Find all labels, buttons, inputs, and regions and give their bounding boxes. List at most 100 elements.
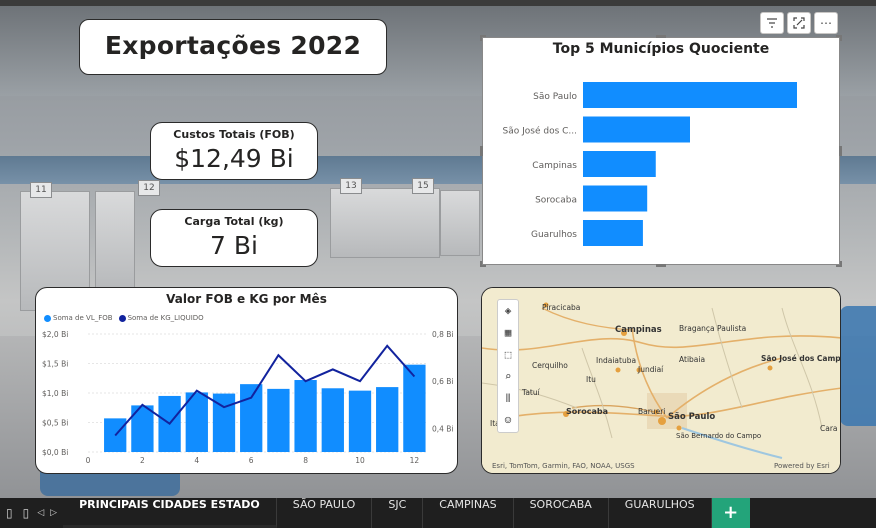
series-line	[114, 344, 416, 437]
resize-handle[interactable]	[656, 35, 666, 38]
fob-kg-monthly-chart[interactable]: Valor FOB e KG por Mês Soma de VL_FOB So…	[35, 287, 458, 474]
resize-corner[interactable]	[836, 35, 842, 41]
bar	[376, 387, 399, 452]
kpi-label: Custos Totais (FOB)	[173, 128, 295, 141]
y-right-tick: 0,8 Bi	[432, 330, 454, 339]
map-label: Sorocaba	[566, 407, 608, 416]
map-label: Cara	[820, 424, 838, 433]
category-label: Guarulhos	[531, 230, 577, 240]
x-tick: 6	[249, 456, 254, 465]
city-marker	[676, 425, 682, 431]
x-tick: 10	[355, 456, 365, 465]
y-left-tick: $1,5 Bi	[42, 360, 68, 369]
category-label: São Paulo	[533, 92, 577, 102]
legend-label: Soma de KG_LIQUIDO	[127, 314, 204, 322]
tab-principais-cidades[interactable]: PRINCIPAIS CIDADES ESTADO	[63, 498, 277, 528]
kpi-value: $12,49 Bi	[174, 144, 294, 173]
city-marker	[621, 330, 627, 336]
chart-title: Valor FOB e KG por Mês	[166, 292, 327, 306]
person-icon[interactable]: ☺	[504, 414, 512, 427]
category-label: Campinas	[532, 161, 577, 171]
search-icon[interactable]: ⌕	[504, 370, 512, 383]
resize-corner[interactable]	[480, 261, 486, 267]
focus-mode-icon[interactable]	[787, 12, 811, 34]
map-powered-by[interactable]: Powered by Esri	[774, 462, 830, 470]
x-tick: 0	[86, 456, 91, 465]
city-marker	[767, 365, 773, 371]
kpi-card-fob[interactable]: Custos Totais (FOB) $12,49 Bi	[150, 122, 318, 180]
mobile-view-icon[interactable]: ▯	[22, 506, 30, 520]
bar	[583, 116, 690, 143]
more-options-icon[interactable]: ⋯	[814, 12, 838, 34]
y-right-tick: 0,4 Bi	[432, 424, 454, 433]
report-title-card: Exportações 2022	[79, 19, 387, 75]
bar	[267, 388, 290, 452]
city-marker	[636, 367, 642, 373]
map-label: Itu	[586, 375, 596, 384]
resize-handle[interactable]	[656, 264, 666, 267]
y-left-tick: $0,5 Bi	[42, 419, 68, 428]
bar	[212, 393, 236, 452]
prev-page-icon[interactable]: ◁	[37, 508, 45, 518]
x-tick: 2	[140, 456, 145, 465]
tab-campinas[interactable]: CAMPINAS	[423, 498, 514, 528]
bar	[583, 185, 648, 212]
tab-sjc[interactable]: SJC	[372, 498, 424, 528]
kpi-label: Carga Total (kg)	[184, 215, 284, 228]
top5-bar-svg: São Paulo São José dos C... Campinas Soroca…	[503, 82, 797, 246]
bar	[131, 405, 154, 452]
chart-title: Top 5 Municípios Quociente	[552, 41, 770, 57]
resize-corner[interactable]	[836, 261, 842, 267]
y-left-tick: $2,0 Bi	[42, 330, 68, 339]
bar	[348, 390, 372, 452]
x-tick: 4	[194, 456, 199, 465]
tab-guarulhos[interactable]: GUARULHOS	[609, 498, 712, 528]
x-tick: 12	[410, 456, 420, 465]
bar	[294, 380, 317, 452]
resize-handle[interactable]	[839, 146, 842, 156]
city-marker	[658, 417, 666, 425]
add-page-button[interactable]: +	[711, 498, 750, 528]
report-title: Exportações 2022	[104, 31, 362, 60]
map-label: Jundiaí	[637, 365, 664, 374]
chart-icon[interactable]: ⫴	[505, 392, 511, 405]
bar	[240, 384, 263, 452]
filter-icon[interactable]	[760, 12, 784, 34]
window-top-bar	[0, 0, 876, 6]
bar	[583, 151, 656, 177]
y-left-tick: $0,0 Bi	[42, 448, 68, 457]
bar	[403, 364, 426, 452]
tab-sorocaba[interactable]: SOROCABA	[514, 498, 609, 528]
map-label: Indaiatuba	[596, 356, 636, 365]
map-label: São José dos Campos	[761, 354, 841, 363]
map-label: Atibaia	[679, 355, 705, 364]
map-label: Campinas	[615, 325, 662, 335]
category-label: Sorocaba	[535, 196, 577, 206]
map-label: Bragança Paulista	[679, 324, 746, 333]
resize-corner[interactable]	[480, 35, 486, 41]
tab-sao-paulo[interactable]: SÃO PAULO	[277, 498, 373, 528]
map-attribution: Esri, TomTom, Garmin, FAO, NOAA, USGS	[492, 462, 635, 470]
layers-icon[interactable]: ◈	[504, 304, 512, 317]
map-label: Tatuí	[521, 388, 541, 397]
top5-municipios-chart[interactable]: Top 5 Municípios Quociente São Paulo São …	[480, 35, 842, 267]
y-right-tick: 0,6 Bi	[432, 377, 454, 386]
panel-icon[interactable]: ▯	[6, 506, 13, 520]
page-tab-bar: ▯ ▯ ◁ ▷ PRINCIPAIS CIDADES ESTADO SÃO PA…	[0, 498, 876, 528]
chart-legend: Soma de VL_FOB Soma de KG_LIQUIDO	[44, 314, 204, 322]
esri-map[interactable]: Piracicaba Campinas Bragança Paulista In…	[481, 287, 841, 474]
resize-handle[interactable]	[480, 146, 483, 156]
map-label: Ita	[490, 419, 500, 428]
y-left-tick: $1,0 Bi	[42, 389, 68, 398]
legend-label: Soma de VL_FOB	[53, 314, 113, 322]
combo-chart-svg: $0,0 Bi $0,5 Bi $1,0 Bi $1,5 Bi $2,0 Bi 0,4 B…	[42, 330, 454, 465]
rect-select-icon[interactable]: ⬚	[504, 348, 512, 361]
legend-marker	[44, 314, 51, 322]
kpi-card-kg[interactable]: Carga Total (kg) 7 Bi	[150, 209, 318, 267]
bar	[583, 220, 643, 246]
bar	[321, 388, 344, 452]
qr-select-icon[interactable]: ▦	[504, 326, 512, 339]
bar	[583, 82, 797, 108]
map-canvas: Piracicaba Campinas Bragança Paulista In…	[482, 288, 841, 473]
next-page-icon[interactable]: ▷	[50, 508, 58, 518]
